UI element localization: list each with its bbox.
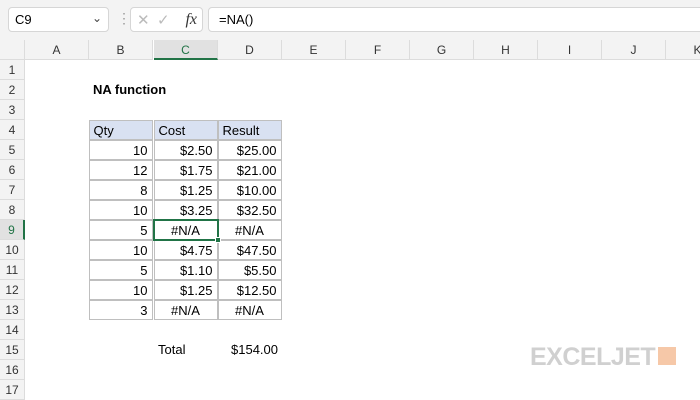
table-cell[interactable]: 3 [88,299,153,320]
check-icon[interactable]: ✓ [157,12,170,29]
column-header-E[interactable]: E [282,40,346,60]
row-header-15[interactable]: 15 [0,340,25,360]
table-cell[interactable]: 12 [88,159,153,180]
table-cell[interactable]: $47.50 [217,239,282,260]
row-header-6[interactable]: 6 [0,160,25,180]
selected-cell-border [153,219,219,241]
table-cell[interactable]: #N/A [153,299,218,320]
row-header-10[interactable]: 10 [0,240,25,260]
table-cell[interactable]: $32.50 [217,199,282,220]
column-header-D[interactable]: D [218,40,282,60]
formula-bar-area: C9 ⌄ ⋮ ✕ ✓ fx =NA() [0,0,700,40]
table-cell[interactable]: 10 [88,199,153,220]
row-header-12[interactable]: 12 [0,280,25,300]
select-all-button[interactable] [0,40,25,60]
name-box[interactable]: C9 ⌄ [8,7,109,32]
row-header-11[interactable]: 11 [0,260,25,280]
column-header-I[interactable]: I [538,40,602,60]
table-header[interactable]: Cost [153,119,218,140]
column-header-G[interactable]: G [410,40,474,60]
table-cell[interactable]: $3.25 [153,199,218,220]
table-cell[interactable]: $5.50 [217,259,282,280]
table-cell[interactable]: $25.00 [217,139,282,160]
row-header-8[interactable]: 8 [0,200,25,220]
table-cell[interactable]: $12.50 [217,279,282,300]
more-icon: ⋮ [117,10,131,26]
row-header-16[interactable]: 16 [0,360,25,380]
exceljet-logo: EXCELJET [530,343,677,372]
table-cell[interactable]: 8 [88,179,153,200]
table-cell[interactable]: #N/A [217,219,282,240]
fx-icon[interactable]: fx [185,11,197,28]
row-header-1[interactable]: 1 [0,60,25,80]
column-header-H[interactable]: H [474,40,538,60]
column-header-F[interactable]: F [346,40,410,60]
row-header-4[interactable]: 4 [0,120,25,140]
column-header-C[interactable]: C [154,40,218,60]
row-header-14[interactable]: 14 [0,320,25,340]
table-cell[interactable]: 10 [88,239,153,260]
table-cell[interactable]: 5 [88,259,153,280]
table-cell[interactable]: $21.00 [217,159,282,180]
chevron-down-icon[interactable]: ⌄ [91,11,102,25]
column-header-B[interactable]: B [89,40,153,60]
table-header[interactable]: Qty [88,119,153,140]
column-header-K[interactable]: K [666,40,700,60]
total-label[interactable]: Total [158,342,186,357]
row-header-9[interactable]: 9 [0,220,25,240]
row-header-17[interactable]: 17 [0,380,25,400]
table-cell[interactable]: 10 [88,139,153,160]
table-cell[interactable]: $1.25 [153,279,218,300]
total-value[interactable]: $154.00 [231,342,278,357]
x-icon[interactable]: ✕ [137,12,150,29]
formula-input[interactable]: =NA() [208,7,700,32]
row-header-7[interactable]: 7 [0,180,25,200]
fill-handle[interactable] [215,237,221,243]
table-cell[interactable]: 5 [88,219,153,240]
title-cell[interactable]: NA function [93,82,167,97]
table-cell[interactable]: 10 [88,279,153,300]
table-cell[interactable]: $10.00 [217,179,282,200]
name-box-value: C9 [15,12,32,27]
table-cell[interactable]: $2.50 [153,139,218,160]
table-header[interactable]: Result [217,119,282,140]
row-header-13[interactable]: 13 [0,300,25,320]
column-header-A[interactable]: A [25,40,89,60]
table-cell[interactable]: $1.25 [153,179,218,200]
formula-buttons: ✕ ✓ fx [130,7,203,32]
table-cell[interactable]: $4.75 [153,239,218,260]
column-header-J[interactable]: J [602,40,666,60]
row-header-2[interactable]: 2 [0,80,25,100]
table-cell[interactable]: $1.75 [153,159,218,180]
table-cell[interactable]: $1.10 [153,259,218,280]
table-cell[interactable]: #N/A [217,299,282,320]
row-header-5[interactable]: 5 [0,140,25,160]
row-header-3[interactable]: 3 [0,100,25,120]
